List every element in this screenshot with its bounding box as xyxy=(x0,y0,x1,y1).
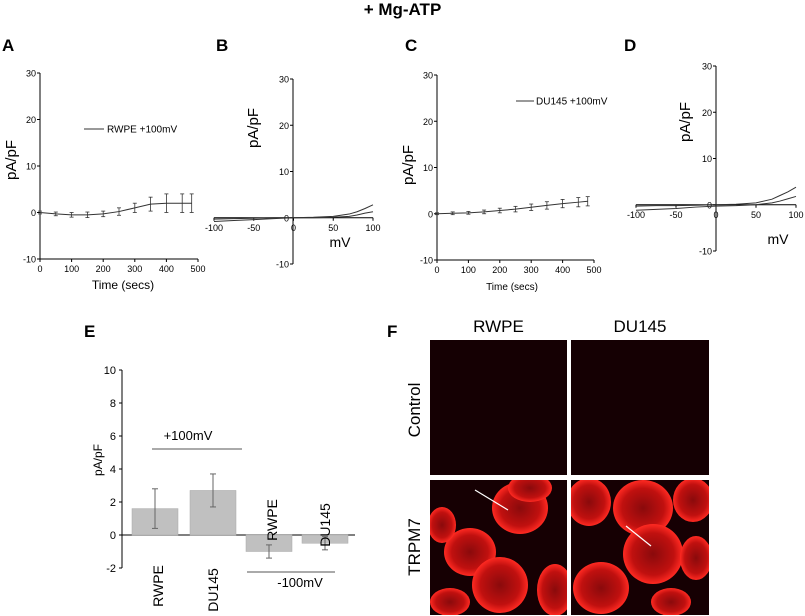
y-tick-label-b: 10 xyxy=(279,167,289,177)
y-tick-label-a: 20 xyxy=(26,115,36,125)
x-tick-label-d: -50 xyxy=(669,210,682,220)
y-tick-label-b: 30 xyxy=(279,75,289,85)
x-tick-label-a: 0 xyxy=(37,264,42,274)
x-tick-label-c: 100 xyxy=(461,265,476,275)
y-tick-label-e: 2 xyxy=(110,497,116,509)
y-axis-title-a: pA/pF xyxy=(3,140,20,180)
row-label-trpm7-wrap: TRPM7 xyxy=(405,482,427,612)
series-line-b xyxy=(213,211,374,222)
series-line-a xyxy=(39,202,192,216)
y-tick-label-e: 6 xyxy=(110,431,116,443)
x-tick-label-a: 500 xyxy=(190,264,205,274)
micrograph-du145-control xyxy=(571,340,709,475)
y-tick-label-c: 10 xyxy=(423,163,433,173)
y-tick-label-e: 8 xyxy=(110,398,116,410)
group-label-e: -100mV xyxy=(277,575,323,590)
x-tick-label-c: 300 xyxy=(524,265,539,275)
y-axis-title-e: pA/pF xyxy=(91,444,105,476)
y-tick-label-c: 30 xyxy=(423,71,433,81)
x-tick-label-d: 0 xyxy=(713,210,718,220)
x-tick-label-a: 100 xyxy=(64,264,79,274)
row-label-control: Control xyxy=(405,382,424,438)
x-tick-label-c: 200 xyxy=(492,265,507,275)
row-label-trpm7: TRPM7 xyxy=(405,518,424,576)
x-tick-label-b: 50 xyxy=(328,223,338,233)
series-line-d xyxy=(635,195,797,211)
x-tick-label-a: 300 xyxy=(127,264,142,274)
panel-label-c: C xyxy=(405,36,418,55)
legend-label-c: DU145 +100mV xyxy=(536,97,608,108)
x-tick-label-a: 200 xyxy=(96,264,111,274)
y-tick-label-d: -10 xyxy=(699,247,712,257)
series-line-c xyxy=(436,200,588,215)
y-tick-label-e: 10 xyxy=(104,365,116,377)
figure-title: + Mg-ATP xyxy=(363,0,442,19)
x-tick-label-d: 100 xyxy=(788,210,803,220)
panel-label-a: A xyxy=(2,36,15,55)
panel-label-d: D xyxy=(624,36,637,55)
x-axis-title-b: mV xyxy=(330,234,352,250)
y-tick-label-a: 30 xyxy=(26,69,36,79)
x-tick-label-c: 0 xyxy=(434,265,439,275)
y-tick-label-b: 20 xyxy=(279,121,289,131)
y-tick-label-d: 30 xyxy=(702,62,712,72)
y-tick-label-c: 20 xyxy=(423,117,433,127)
series-line-d xyxy=(635,186,797,207)
col-header-rwpe: RWPE xyxy=(473,317,524,336)
y-tick-label-d: 20 xyxy=(702,108,712,118)
micrograph-du145-trpm7 xyxy=(571,480,709,615)
x-tick-label-a: 400 xyxy=(159,264,174,274)
category-label-e: DU145 xyxy=(205,568,221,612)
y-tick-label-c: -10 xyxy=(420,256,433,266)
y-tick-label-c: 0 xyxy=(428,209,433,219)
category-label-e: RWPE xyxy=(264,499,280,541)
row-label-control-wrap: Control xyxy=(405,345,427,475)
x-tick-label-c: 400 xyxy=(555,265,570,275)
y-tick-label-e: 4 xyxy=(110,464,116,476)
y-tick-label-d: 10 xyxy=(702,154,712,164)
micrograph-rwpe-trpm7 xyxy=(430,480,567,615)
micrograph-rwpe-control xyxy=(430,340,567,475)
y-tick-label-a: -10 xyxy=(23,255,36,265)
panel-label-b: B xyxy=(216,36,229,55)
x-axis-title-a: Time (secs) xyxy=(92,278,154,292)
col-header-du145: DU145 xyxy=(613,317,667,336)
x-tick-label-d: -100 xyxy=(627,210,645,220)
x-axis-title-d: mV xyxy=(768,231,790,247)
x-tick-label-d: 50 xyxy=(751,210,761,220)
y-tick-label-e: 0 xyxy=(110,530,116,542)
panel-label-f: F xyxy=(387,322,398,341)
category-label-e: RWPE xyxy=(150,565,166,607)
x-tick-label-b: -50 xyxy=(247,223,260,233)
y-tick-label-e: -2 xyxy=(106,563,116,575)
y-axis-title-d: pA/pF xyxy=(677,102,694,142)
y-tick-label-b: -10 xyxy=(276,260,289,270)
x-axis-title-c: Time (secs) xyxy=(486,282,538,293)
x-tick-label-c: 500 xyxy=(586,265,601,275)
x-tick-label-b: 0 xyxy=(291,223,296,233)
category-label-e: DU145 xyxy=(317,503,333,547)
y-axis-title-c: pA/pF xyxy=(400,145,417,185)
y-axis-title-b: pA/pF xyxy=(245,108,262,148)
group-label-e: +100mV xyxy=(164,428,213,443)
legend-label-a: RWPE +100mV xyxy=(107,125,177,136)
y-tick-label-a: 0 xyxy=(31,208,36,218)
x-tick-label-b: -100 xyxy=(205,223,223,233)
panel-label-e: E xyxy=(84,322,96,341)
y-tick-label-a: 10 xyxy=(26,162,36,172)
x-tick-label-b: 100 xyxy=(365,223,380,233)
